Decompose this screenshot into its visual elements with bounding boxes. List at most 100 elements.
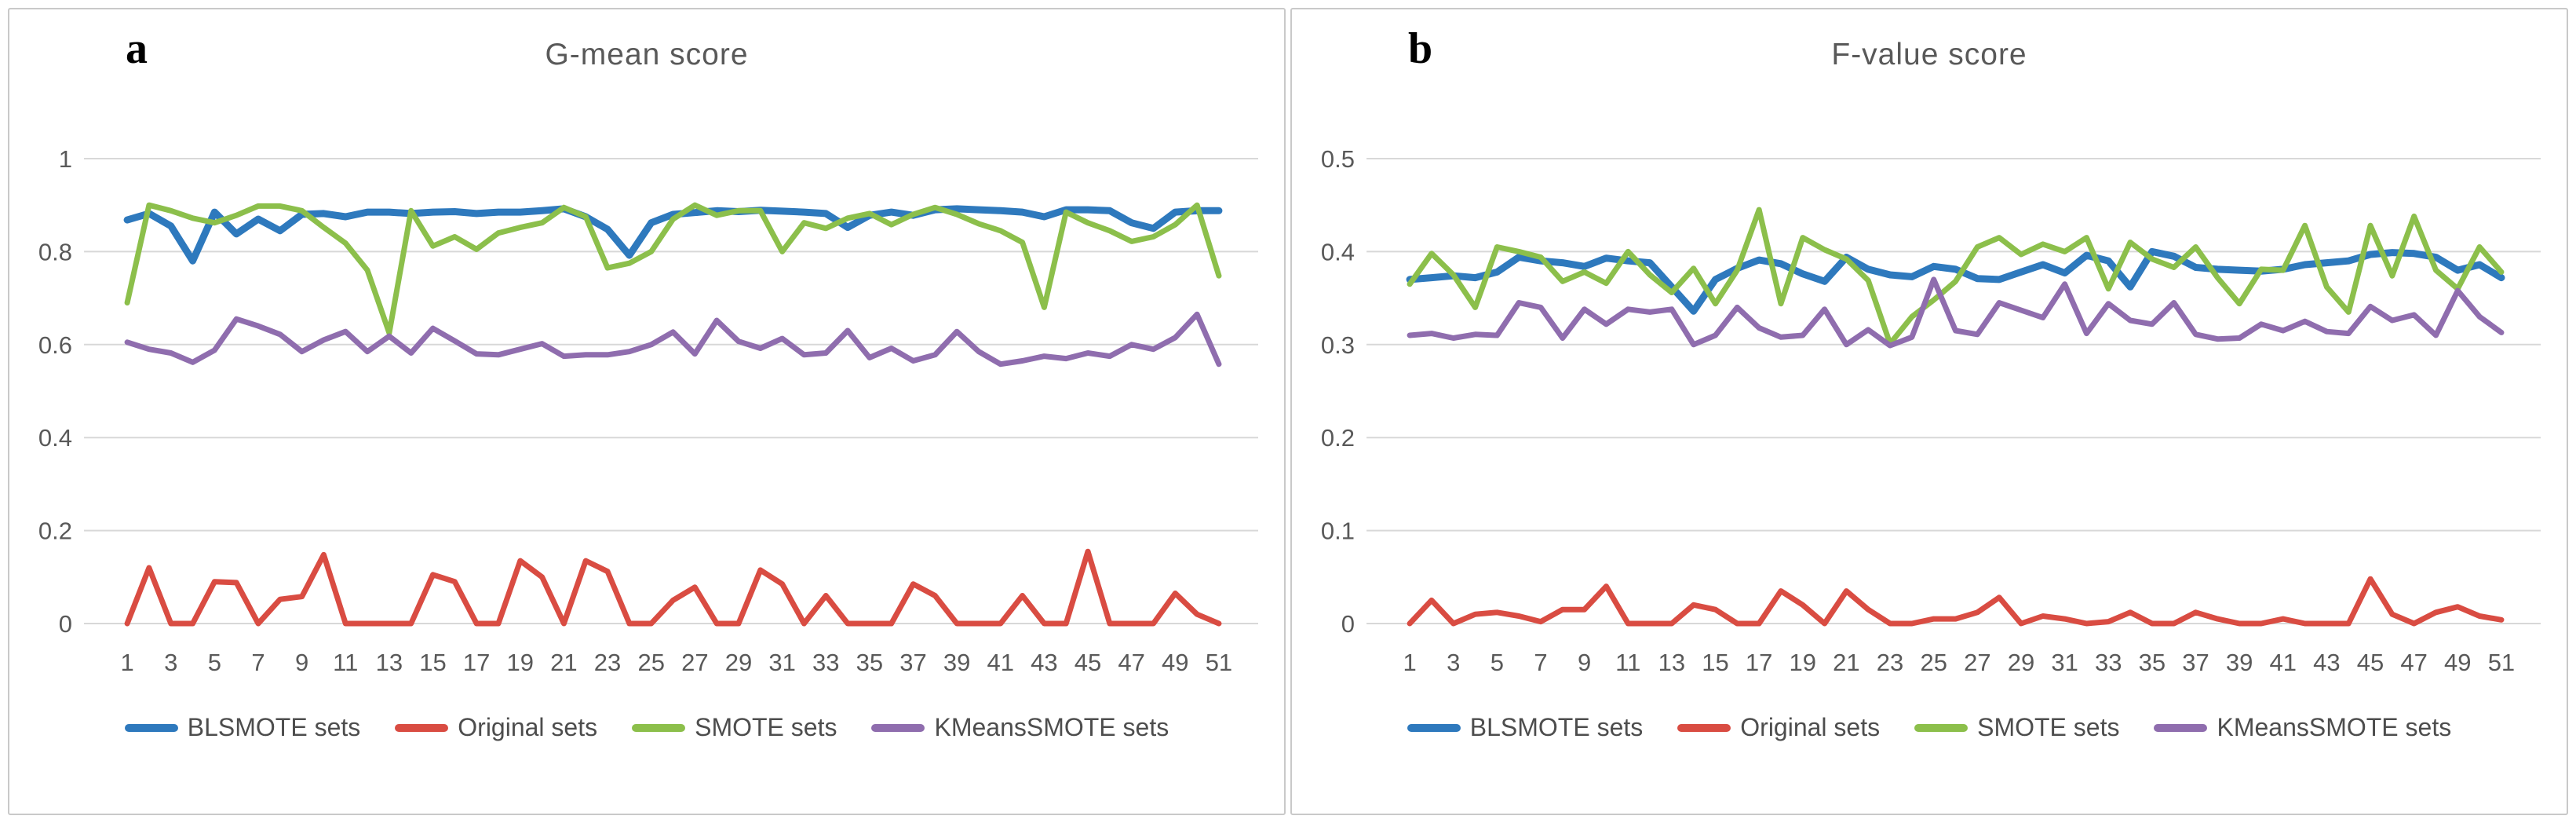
- legend-label: Original sets: [458, 713, 598, 741]
- x-axis-tick-label: 41: [987, 649, 1014, 676]
- x-axis-tick-label: 17: [463, 649, 490, 676]
- x-axis-tick-label: 11: [1615, 649, 1640, 676]
- legend-line-marker: [1914, 723, 1968, 732]
- series-line-original-sets: [124, 548, 1222, 627]
- y-axis-tick-label: 0: [1341, 610, 1355, 638]
- x-axis-tick-label: 31: [768, 649, 795, 676]
- x-axis-tick-label: 37: [2182, 649, 2209, 676]
- x-axis-tick-label: 19: [507, 649, 534, 676]
- x-axis-tick-label: 45: [1075, 649, 1101, 676]
- legend-line-marker: [395, 723, 449, 732]
- x-axis-tick-label: 49: [2444, 649, 2471, 676]
- legend-label: KMeansSMOTE sets: [934, 713, 1169, 741]
- chart-title-gmean: G-mean score: [545, 38, 749, 71]
- x-axis-tick-label: 5: [208, 649, 221, 676]
- x-axis-tick-label: 29: [2008, 649, 2034, 676]
- x-axis-tick-label: 13: [376, 649, 403, 676]
- chart-panel-a: a G-mean score 1 0.8 0.6 0.4 0.2 0 1 3 5 7 9 11 13 15…: [8, 8, 1286, 815]
- x-axis-tick-label: 3: [1447, 649, 1460, 676]
- legend-item-blsmote-sets: BLSMOTE sets: [1407, 713, 1643, 742]
- x-axis-tick-label: 9: [1578, 649, 1591, 676]
- legend-line-marker: [1677, 723, 1731, 732]
- panel-letter-a: a: [126, 24, 148, 73]
- series-line-original-sets: [1407, 576, 2505, 627]
- legend-line-marker: [1407, 723, 1461, 732]
- legend-line-marker: [2154, 723, 2208, 732]
- x-axis-tick-label: 9: [295, 649, 308, 676]
- x-axis-tick-label: 19: [1790, 649, 1816, 676]
- legend-line-marker: [871, 723, 925, 732]
- x-axis-tick-label: 27: [681, 649, 708, 676]
- x-axis-tick-label: 47: [2400, 649, 2427, 676]
- x-axis-tick-label: 31: [2051, 649, 2078, 676]
- x-axis-tick-label: 33: [812, 649, 839, 676]
- x-axis-tick-label: 1: [1403, 649, 1416, 676]
- legend-item-smote-sets: SMOTE sets: [632, 713, 837, 742]
- legend-line-marker: [632, 723, 686, 732]
- legend-item-kmeanssmote-sets: KMeansSMOTE sets: [871, 713, 1169, 742]
- x-axis-tick-label: 37: [899, 649, 926, 676]
- x-axis-tick-label: 11: [333, 649, 358, 676]
- y-axis-tick-label: 0.4: [38, 424, 72, 452]
- series-line-kmeanssmote-sets: [124, 311, 1222, 368]
- x-axis-tick-label: 43: [2313, 649, 2340, 676]
- x-axis-tick-label: 41: [2270, 649, 2297, 676]
- x-axis-tick-label: 15: [419, 649, 446, 676]
- legend-gmean: BLSMOTE sets Original sets SMOTE sets KMean…: [9, 713, 1284, 742]
- x-axis-tick-label: 35: [2139, 649, 2166, 676]
- x-axis-tick-label: 35: [856, 649, 883, 676]
- y-axis-tick-label: 0.3: [1321, 331, 1355, 359]
- series-line-smote-sets: [1407, 207, 2505, 347]
- x-axis-tick-label: 33: [2095, 649, 2122, 676]
- x-axis-tick-label: 23: [1877, 649, 1903, 676]
- legend-item-blsmote-sets: BLSMOTE sets: [124, 713, 361, 742]
- x-axis-tick-label: 21: [550, 649, 577, 676]
- x-axis-tick-label: 43: [1031, 649, 1057, 676]
- x-axis-tick-label: 7: [251, 649, 265, 676]
- x-axis-tick-label: 23: [594, 649, 621, 676]
- y-axis-tick-label: 0.2: [38, 518, 72, 545]
- legend-fvalue: BLSMOTE sets Original sets SMOTE sets KMean…: [1292, 713, 2567, 742]
- x-axis-tick-label: 5: [1491, 649, 1504, 676]
- x-axis-tick-label: 15: [1702, 649, 1728, 676]
- x-axis-tick-label: 25: [1920, 649, 1947, 676]
- x-axis-tick-label: 25: [637, 649, 664, 676]
- y-axis-tick-label: 0.4: [1321, 238, 1355, 265]
- series-line-smote-sets: [124, 202, 1222, 336]
- y-axis-tick-label: 0.1: [1321, 518, 1355, 545]
- fvalue-line-chart: 0.50.40.30.20.101 3 5 7 9 11 13 15 17 19 21 23 25 27 2…: [1321, 145, 2541, 676]
- legend-item-kmeanssmote-sets: KMeansSMOTE sets: [2154, 713, 2451, 742]
- y-axis-tick-label: 0.6: [38, 331, 72, 359]
- x-axis-tick-label: 29: [725, 649, 752, 676]
- x-axis-tick-label: 51: [2488, 649, 2515, 676]
- panel-letter-b: b: [1408, 24, 1433, 73]
- y-axis-tick-label: 0.2: [1321, 424, 1355, 452]
- legend-line-marker: [124, 723, 178, 732]
- x-axis-tick-label: 17: [1746, 649, 1772, 676]
- legend-label: Original sets: [1740, 713, 1881, 741]
- x-axis-tick-label: 39: [943, 649, 970, 676]
- legend-item-smote-sets: SMOTE sets: [1914, 713, 2119, 742]
- y-axis-tick-label: 0: [59, 610, 72, 638]
- x-axis-tick-label: 13: [1658, 649, 1685, 676]
- x-axis-tick-label: 21: [1833, 649, 1859, 676]
- chart-title-fvalue: F-value score: [1831, 38, 2027, 71]
- x-axis-tick-label: 3: [164, 649, 177, 676]
- legend-label: SMOTE sets: [1977, 713, 2120, 741]
- legend-item-original-sets: Original sets: [395, 713, 597, 742]
- x-axis-tick-label: 49: [1162, 649, 1188, 676]
- chart-panel-b: b F-value score 0.5 0.4 0.3 0.2 0.1 0 1 3 5 7 9 11 1…: [1290, 8, 2568, 815]
- y-axis-tick-label: 1: [59, 145, 72, 173]
- x-axis-tick-label: 47: [1118, 649, 1144, 676]
- y-axis-tick-label: 0.5: [1321, 145, 1355, 173]
- gmean-line-chart: 10.80.60.40.201 3 5 7 9 11 13 15 17 19 21 23 25 27 29 3…: [38, 145, 1258, 676]
- x-axis-tick-label: 27: [1964, 649, 1990, 676]
- x-axis-tick-label: 7: [1534, 649, 1547, 676]
- x-axis-tick-label: 45: [2357, 649, 2384, 676]
- x-axis-tick-label: 39: [2226, 649, 2253, 676]
- legend-label: BLSMOTE sets: [187, 713, 361, 741]
- legend-label: SMOTE sets: [695, 713, 837, 741]
- legend-label: KMeansSMOTE sets: [2217, 713, 2452, 741]
- x-axis-tick-label: 1: [120, 649, 133, 676]
